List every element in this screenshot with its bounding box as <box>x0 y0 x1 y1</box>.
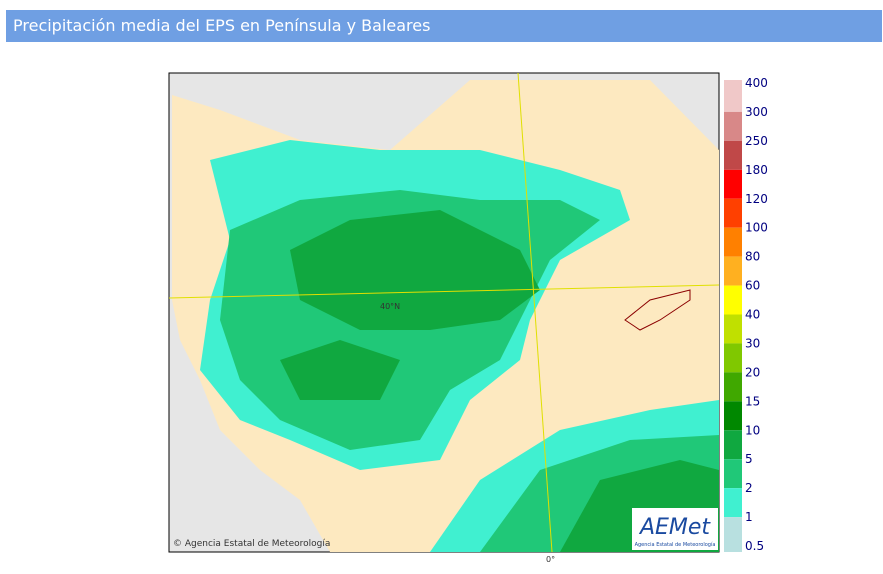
legend-swatch <box>724 372 742 402</box>
legend-swatch <box>724 517 742 552</box>
legend-swatch <box>724 488 742 518</box>
precip-5 <box>290 210 540 330</box>
legend-swatch <box>724 401 742 431</box>
legend: 400 300 250 180 120 100 80 60 40 30 20 15 10 5 2 1 0.5 <box>724 76 768 553</box>
legend-label: 20 <box>745 365 760 379</box>
legend-swatch <box>724 314 742 344</box>
legend-swatch <box>724 227 742 257</box>
legend-label: 300 <box>745 105 768 119</box>
legend-label: 120 <box>745 192 768 206</box>
longitude-label: 0° <box>546 555 555 564</box>
map: 40°N 0° © Agencia Estatal de Meteorologí… <box>168 72 720 564</box>
legend-label: 100 <box>745 221 768 235</box>
legend-swatch <box>724 140 742 170</box>
legend-label: 250 <box>745 134 768 148</box>
credit: © Agencia Estatal de Meteorología <box>173 539 330 549</box>
legend-label: 80 <box>745 250 760 264</box>
legend-label: 1 <box>745 510 753 524</box>
logo-box <box>632 508 718 550</box>
baleares <box>624 289 691 331</box>
legend-swatch <box>724 198 742 228</box>
legend-swatch <box>724 430 742 460</box>
latitude-label: 40°N <box>380 302 400 311</box>
legend-label: 60 <box>745 279 760 293</box>
legend-label: 5 <box>745 452 753 466</box>
legend-label: 10 <box>745 423 760 437</box>
legend-label: 180 <box>745 163 768 177</box>
meridian-0 <box>517 72 553 553</box>
precip-5b <box>280 340 400 400</box>
legend-label: 400 <box>745 76 768 90</box>
legend-swatch <box>724 111 742 141</box>
legend-label: 40 <box>745 308 760 322</box>
logo-subtitle: Agencia Estatal de Meteorología <box>635 541 716 548</box>
legend-swatch <box>724 343 742 373</box>
legend-label: 30 <box>745 336 760 350</box>
legend-label: 15 <box>745 394 760 408</box>
parallel-40n <box>168 284 720 299</box>
legend-swatch <box>724 169 742 199</box>
legend-swatch <box>724 256 742 286</box>
legend-swatch <box>724 80 742 112</box>
legend-label: 2 <box>745 481 753 495</box>
legend-swatch <box>724 459 742 489</box>
legend-swatch <box>724 285 742 315</box>
legend-label: 0.5 <box>745 539 764 553</box>
page-header: Precipitación media del EPS en Península… <box>6 10 882 42</box>
logo-name: AEMet <box>638 515 711 540</box>
header-title: Precipitación media del EPS en Península… <box>13 16 431 35</box>
